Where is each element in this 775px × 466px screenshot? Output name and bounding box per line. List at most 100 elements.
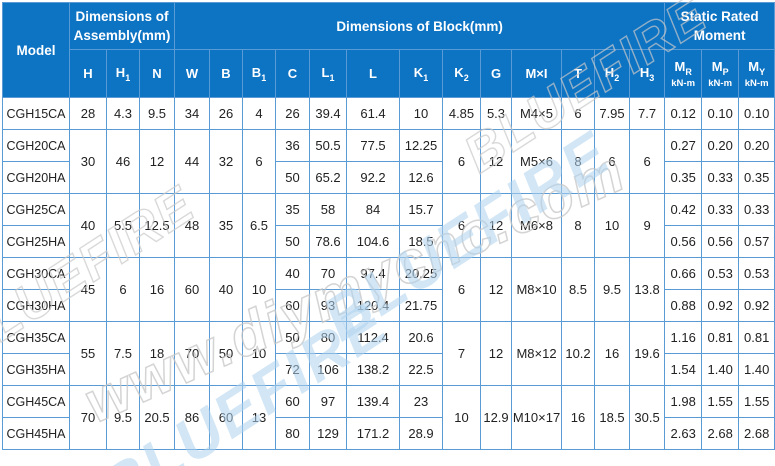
cell-b: 40 xyxy=(209,257,243,322)
cell-c: 50 xyxy=(275,161,310,194)
cell-c: 80 xyxy=(275,417,310,450)
column-header-w: W xyxy=(174,49,210,98)
cell-l1: 106 xyxy=(309,353,347,386)
cell-g: 12.9 xyxy=(480,385,512,450)
cell-my: 1.40 xyxy=(738,353,775,386)
cell-t: 8 xyxy=(561,129,595,194)
cell-mxi: M8×10 xyxy=(511,257,562,322)
cell-h3: 7.7 xyxy=(628,97,666,130)
header-model-label: Model xyxy=(16,42,56,58)
column-header-l1: L1 xyxy=(309,49,347,98)
cell-t: 10.2 xyxy=(561,321,595,386)
model-cell: CGH35HA xyxy=(2,353,70,386)
cell-mp: 2.68 xyxy=(701,417,740,450)
cell-my: 0.20 xyxy=(738,129,775,162)
cell-mp: 1.40 xyxy=(701,353,740,386)
cell-mr: 0.66 xyxy=(664,257,703,290)
cell-b: 26 xyxy=(209,97,243,130)
cell-h2: 10 xyxy=(594,193,630,258)
cell-w: 48 xyxy=(174,193,210,258)
cell-mr: 0.42 xyxy=(664,193,703,226)
cell-mr: 0.27 xyxy=(664,129,703,162)
header-group-block: Dimensions of Block(mm) xyxy=(173,2,666,50)
cell-k2: 6 xyxy=(442,129,481,194)
column-header-h: H xyxy=(69,49,107,98)
cell-l1: 97 xyxy=(309,385,347,418)
cell-c: 50 xyxy=(275,321,310,354)
column-header-mxi: M×I xyxy=(511,49,562,98)
cell-g: 5.3 xyxy=(480,97,512,130)
column-label-subscript: 2 xyxy=(614,73,620,84)
cell-mr: 0.12 xyxy=(664,97,703,130)
cell-w: 70 xyxy=(174,321,210,386)
cell-my: 0.92 xyxy=(738,289,775,322)
moment-label-line2: Moment xyxy=(693,28,746,43)
cell-w: 60 xyxy=(174,257,210,322)
cell-mxi: M6×8 xyxy=(511,193,562,258)
cell-k2: 6 xyxy=(442,193,481,258)
table-row: CGH30CA 45 6 16 60 40 10 40 70 97.4 20.25 6 12 M8×10 8… xyxy=(2,257,775,322)
column-unit: kN-m xyxy=(708,78,733,90)
column-header-h1: H1 xyxy=(106,49,140,98)
cell-h1: 9.5 xyxy=(106,385,140,450)
column-header-b1: B1 xyxy=(242,49,276,98)
column-header-k1: K1 xyxy=(399,49,443,98)
cell-my: 0.10 xyxy=(738,97,775,130)
column-label-subscript: Y xyxy=(759,67,766,78)
table-header: Model Dimensions of Assembly(mm) Dimensi… xyxy=(2,2,775,98)
header-group-row: Model Dimensions of Assembly(mm) Dimensi… xyxy=(2,2,775,98)
cell-l1: 93 xyxy=(309,289,347,322)
column-header-mr: MR kN-m xyxy=(664,49,703,98)
cell-k1: 12.6 xyxy=(399,161,443,194)
cell-c: 72 xyxy=(275,353,310,386)
column-header-k2: K2 xyxy=(442,49,481,98)
cell-n: 16 xyxy=(139,257,175,322)
column-label: M xyxy=(748,58,760,74)
cell-l: 77.5 xyxy=(346,129,400,162)
cell-h3: 13.8 xyxy=(628,257,666,322)
cell-h1: 6 xyxy=(106,257,140,322)
model-cell: CGH30CA xyxy=(2,257,70,290)
cell-b1: 10 xyxy=(242,257,276,322)
cell-l1: 129 xyxy=(309,417,347,450)
cell-k1: 23 xyxy=(399,385,443,418)
cell-h3: 19.6 xyxy=(628,321,666,386)
column-label: M xyxy=(711,58,723,74)
column-label: T xyxy=(574,65,582,81)
column-label: H xyxy=(83,65,93,81)
column-label: K xyxy=(413,64,424,80)
cell-h1: 46 xyxy=(106,129,140,194)
cell-mp: 0.20 xyxy=(701,129,740,162)
cell-h1: 7.5 xyxy=(106,321,140,386)
column-header-b: B xyxy=(209,49,243,98)
column-label: W xyxy=(185,65,199,81)
cell-b1: 6.5 xyxy=(242,193,276,258)
cell-h: 70 xyxy=(69,385,107,450)
column-label: N xyxy=(152,65,162,81)
header-model: Model xyxy=(2,2,70,98)
cell-c: 35 xyxy=(275,193,310,226)
cell-n: 9.5 xyxy=(139,97,175,130)
cell-l: 112.4 xyxy=(346,321,400,354)
column-header-l: L xyxy=(346,49,400,98)
cell-h: 45 xyxy=(69,257,107,322)
cell-my: 0.81 xyxy=(738,321,775,354)
cell-mr: 1.98 xyxy=(664,385,703,418)
cell-b: 32 xyxy=(209,129,243,194)
cell-n: 12.5 xyxy=(139,193,175,258)
cell-l1: 58 xyxy=(309,193,347,226)
cell-k2: 6 xyxy=(442,257,481,322)
column-label: H xyxy=(604,64,615,80)
table-row: CGH35HA 72 106 138.2 22.5 1.54 1.40 1.40 xyxy=(2,353,775,386)
model-cell: CGH45HA xyxy=(2,417,70,450)
cell-t: 8 xyxy=(561,193,595,258)
cell-mp: 0.81 xyxy=(701,321,740,354)
model-cell: CGH30HA xyxy=(2,289,70,322)
table-row: CGH25HA 50 78.6 104.6 18.5 0.56 0.56 0.57 xyxy=(2,225,775,258)
cell-c: 26 xyxy=(275,97,310,130)
column-label: C xyxy=(287,65,298,81)
cell-c: 36 xyxy=(275,129,310,162)
cell-mp: 0.10 xyxy=(701,97,740,130)
model-cell: CGH20HA xyxy=(2,161,70,194)
column-label-subscript: 1 xyxy=(423,73,429,84)
